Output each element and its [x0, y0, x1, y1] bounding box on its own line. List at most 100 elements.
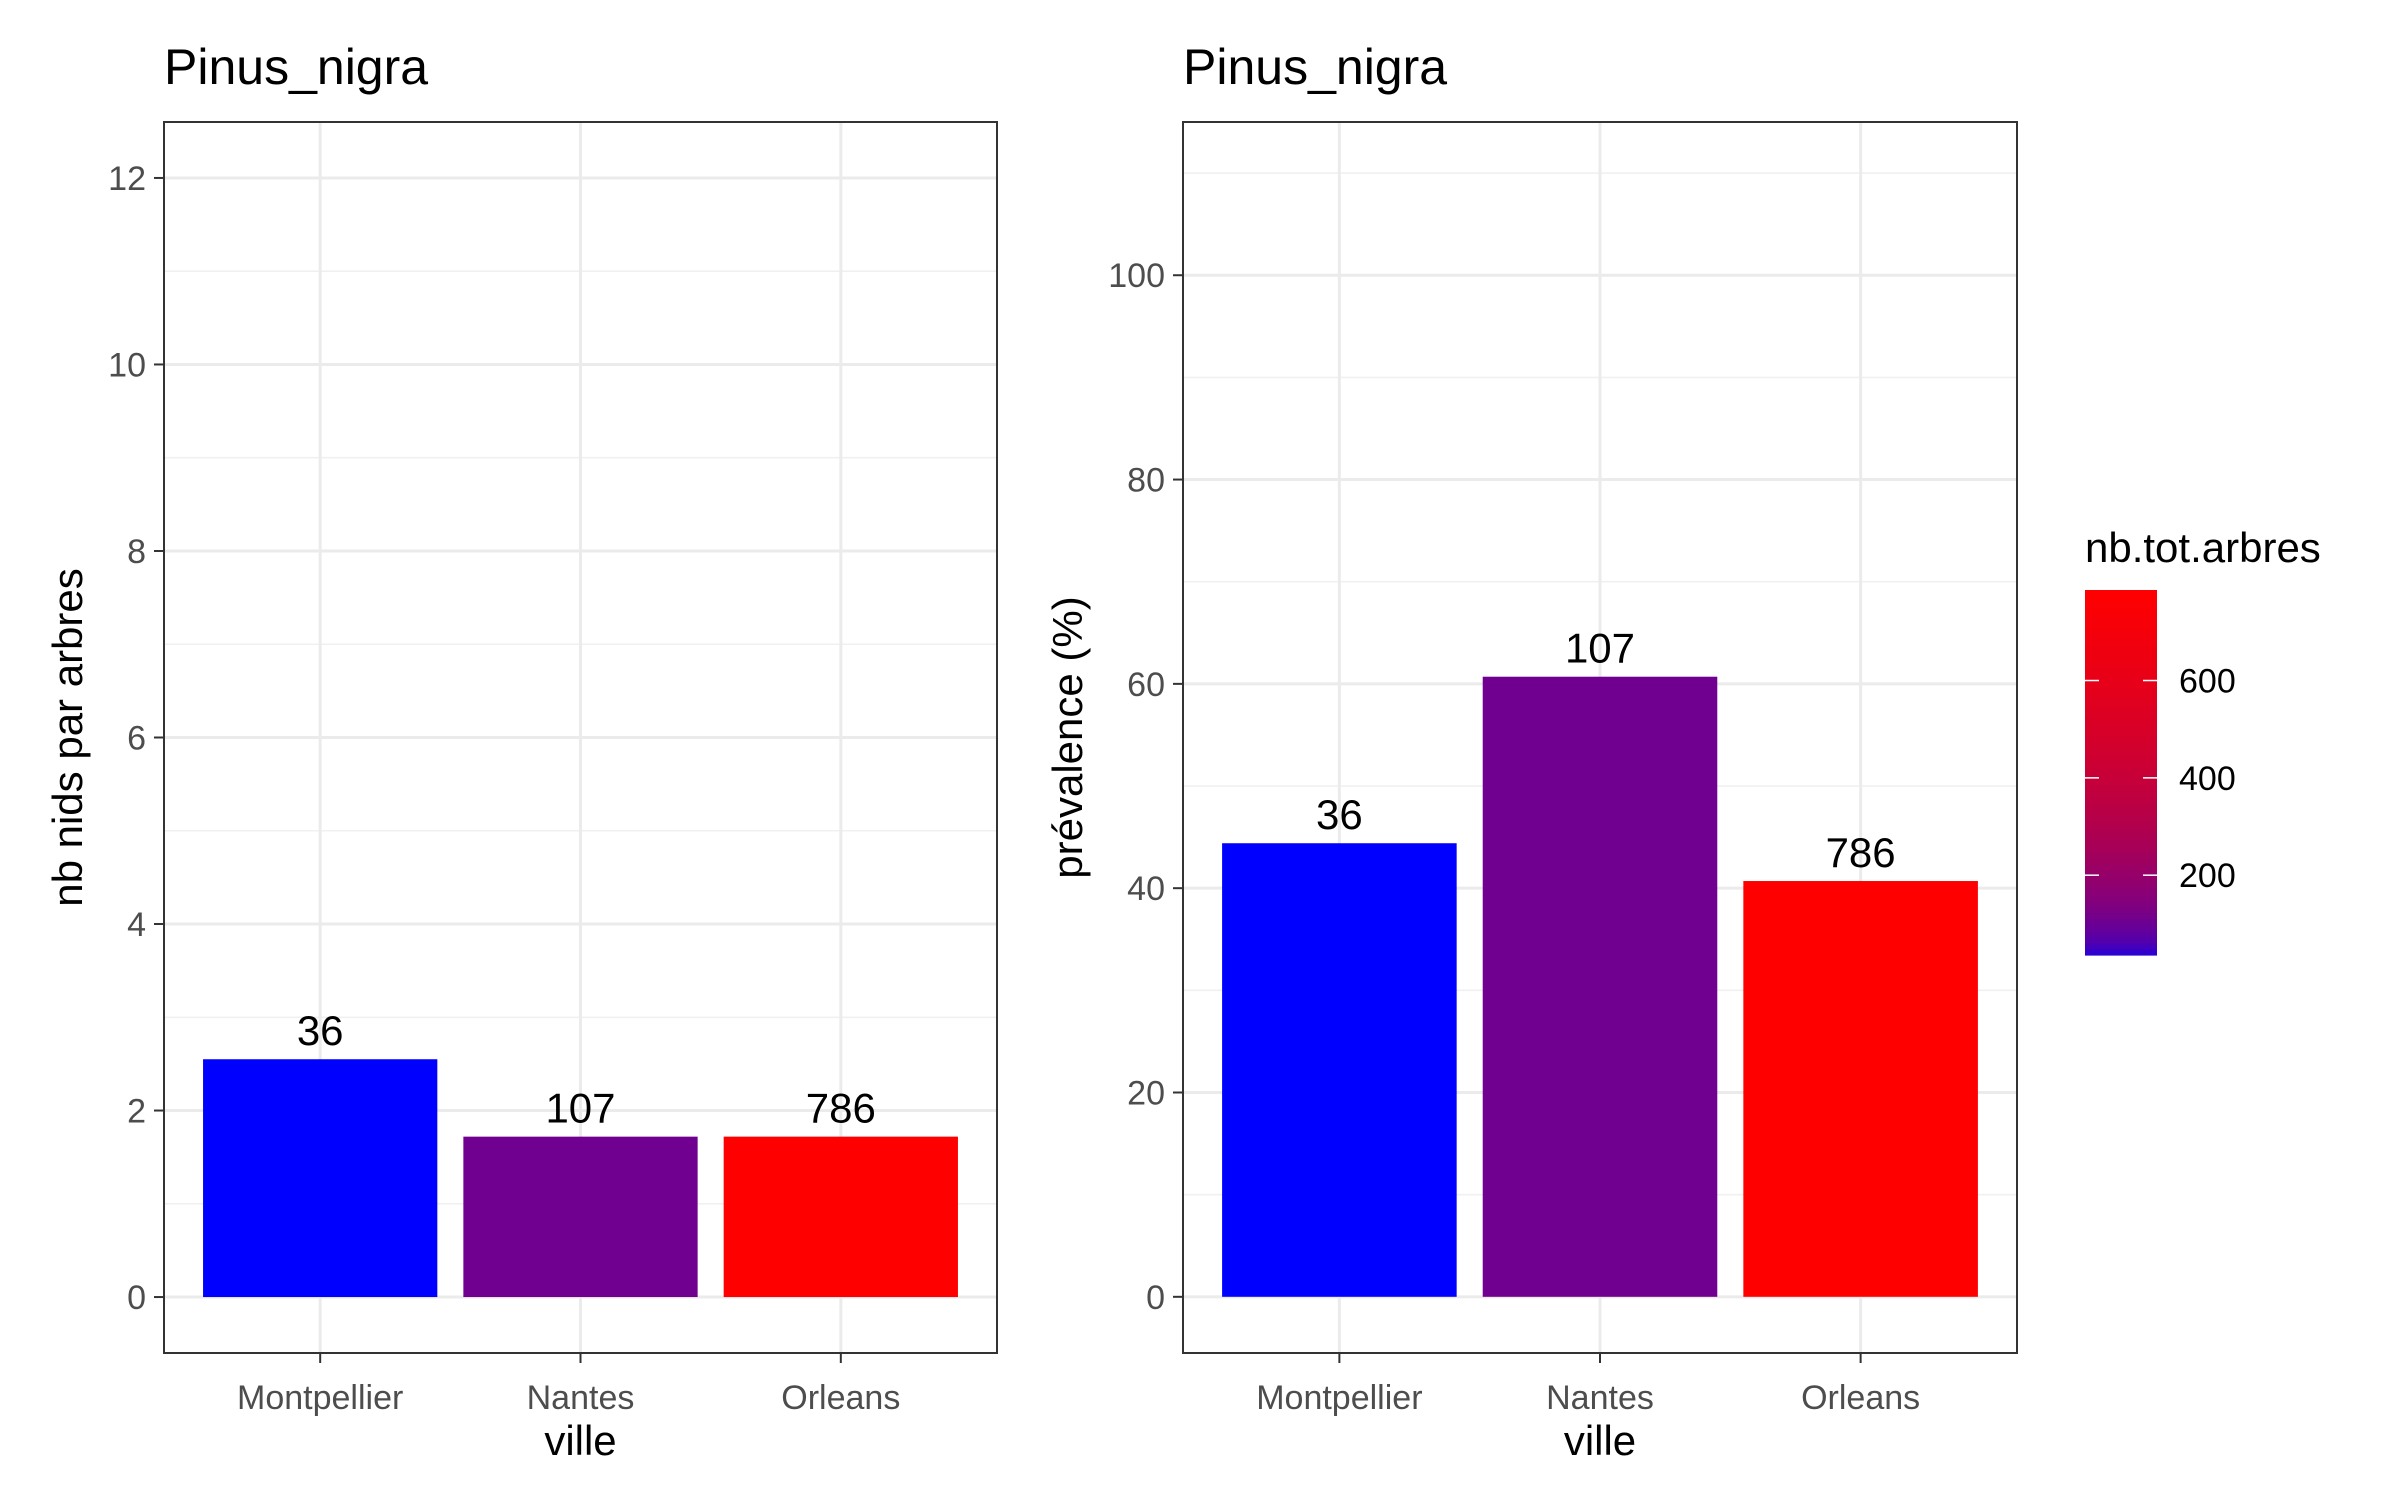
legend-gradient-step: [2085, 760, 2157, 768]
bar-montpellier: [203, 1059, 438, 1298]
legend-gradient-step: [2085, 918, 2157, 926]
legend-gradient-step: [2085, 748, 2157, 755]
bar-montpellier: [1222, 843, 1457, 1297]
y-tick-label: 10: [108, 346, 146, 384]
y-tick-label: 60: [1127, 666, 1165, 704]
legend-gradient-step: [2085, 650, 2157, 658]
y-tick-label: 6: [127, 720, 146, 758]
legend-gradient-step: [2085, 638, 2157, 646]
color-legend: nb.tot.arbres 200 400 600: [2085, 524, 2321, 956]
legend-gradient-step: [2085, 857, 2157, 865]
x-tick-label: Montpellier: [237, 1379, 403, 1417]
legend-gradient-step: [2085, 590, 2157, 597]
legend-gradient-step: [2085, 784, 2157, 792]
legend-gradient-step: [2085, 596, 2157, 603]
legend-gradient-step: [2085, 815, 2157, 822]
legend-gradient-step: [2085, 936, 2157, 944]
legend-gradient-step: [2085, 687, 2157, 695]
legend-gradient-step: [2085, 778, 2157, 786]
legend-gradient-step: [2085, 644, 2157, 652]
legend-gradient-step: [2085, 705, 2157, 713]
legend-gradient-step: [2085, 754, 2157, 761]
y-axis-title: prévalence (%): [1044, 596, 1091, 878]
legend-gradient-step: [2085, 729, 2157, 737]
legend-break-label: 600: [2179, 663, 2236, 701]
bar-value-label: 36: [1316, 791, 1363, 838]
panel-title: Pinus_nigra: [164, 39, 428, 95]
y-tick-label: 40: [1127, 870, 1165, 908]
y-axis-title: nb nids par arbres: [44, 568, 91, 907]
legend-gradient-step: [2085, 608, 2157, 615]
legend-gradient-step: [2085, 802, 2157, 810]
x-axis-title: ville: [1564, 1417, 1636, 1464]
legend-gradient-step: [2085, 736, 2157, 743]
legend-gradient-step: [2085, 790, 2157, 798]
panel-title: Pinus_nigra: [1183, 39, 1447, 95]
legend-gradient-step: [2085, 723, 2157, 731]
bar-nantes: [463, 1136, 698, 1298]
y-tick-label: 8: [127, 533, 146, 571]
bar-value-label: 786: [806, 1085, 876, 1132]
y-tick-label: 2: [127, 1093, 146, 1131]
legend-gradient-step: [2085, 875, 2157, 883]
legend-break-label: 200: [2179, 857, 2236, 895]
legend-gradient-step: [2085, 827, 2157, 834]
x-axis-title: ville: [544, 1417, 616, 1464]
legend-gradient-step: [2085, 796, 2157, 804]
legend-gradient-step: [2085, 863, 2157, 871]
legend-gradient-step: [2085, 669, 2157, 676]
bar-value-label: 107: [545, 1085, 615, 1132]
legend-gradient-step: [2085, 821, 2157, 828]
x-tick-label: Orleans: [781, 1379, 900, 1417]
y-tick-label: 12: [108, 160, 146, 198]
legend-gradient-step: [2085, 912, 2157, 920]
y-tick-label: 0: [127, 1279, 146, 1317]
bar-nantes: [1482, 676, 1718, 1297]
x-tick-label: Montpellier: [1256, 1379, 1422, 1417]
legend-break-label: 400: [2179, 760, 2236, 798]
legend-gradient-step: [2085, 711, 2157, 719]
legend-gradient-step: [2085, 766, 2157, 774]
legend-title: nb.tot.arbres: [2085, 524, 2321, 571]
legend-gradient-step: [2085, 900, 2157, 907]
legend-gradient-step: [2085, 681, 2157, 688]
legend-gradient-step: [2085, 693, 2157, 701]
x-tick-label: Nantes: [1546, 1379, 1654, 1417]
y-tick-label: 100: [1108, 257, 1165, 295]
legend-gradient-step: [2085, 906, 2157, 914]
legend-gradient-step: [2085, 626, 2157, 634]
y-tick-label: 0: [1146, 1279, 1165, 1317]
legend-gradient-step: [2085, 894, 2157, 901]
legend-gradient-step: [2085, 602, 2157, 609]
legend-gradient-step: [2085, 845, 2157, 853]
bar-orleans: [723, 1136, 958, 1298]
right-panel: 0 20 40 60 80 100 36 107 786 Montpellier Nantes Orl…: [1044, 39, 2018, 1464]
legend-gradient-step: [2085, 632, 2157, 640]
legend-gradient-step: [2085, 742, 2157, 749]
legend-gradient-step: [2085, 614, 2157, 622]
legend-gradient-step: [2085, 772, 2157, 780]
legend-gradient-step: [2085, 809, 2157, 816]
legend-gradient-step: [2085, 869, 2157, 877]
legend-gradient-step: [2085, 675, 2157, 682]
legend-gradient-step: [2085, 833, 2157, 841]
y-tick-label: 20: [1127, 1074, 1165, 1112]
legend-gradient-step: [2085, 888, 2157, 895]
legend-gradient-step: [2085, 620, 2157, 628]
x-tick-label: Orleans: [1801, 1379, 1920, 1417]
legend-gradient-step: [2085, 942, 2157, 950]
y-tick-label: 4: [127, 906, 146, 944]
legend-gradient-step: [2085, 882, 2157, 889]
legend-gradient-step: [2085, 699, 2157, 707]
legend-gradient-step: [2085, 717, 2157, 725]
bar-value-label: 107: [1565, 625, 1635, 672]
legend-gradient-step: [2085, 851, 2157, 859]
y-tick-label: 80: [1127, 462, 1165, 500]
legend-gradient-step: [2085, 948, 2157, 956]
bar-value-label: 36: [297, 1007, 344, 1054]
legend-gradient-step: [2085, 656, 2157, 664]
left-panel: 0 2 4 6 8 10 12 36 107 786 Montpellier Nantes Orlean…: [44, 39, 998, 1464]
legend-gradient-step: [2085, 930, 2157, 938]
legend-gradient-step: [2085, 924, 2157, 932]
